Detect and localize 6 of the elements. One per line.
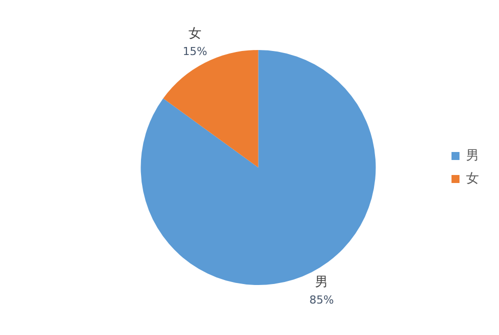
slice-label: 女 [188, 26, 202, 42]
data-label: 15% [182, 45, 208, 58]
slice-label: 男 [315, 275, 328, 290]
legend-label: 女 [466, 171, 479, 186]
legend-label: 男 [466, 148, 479, 164]
data-label: 85% [309, 294, 334, 307]
